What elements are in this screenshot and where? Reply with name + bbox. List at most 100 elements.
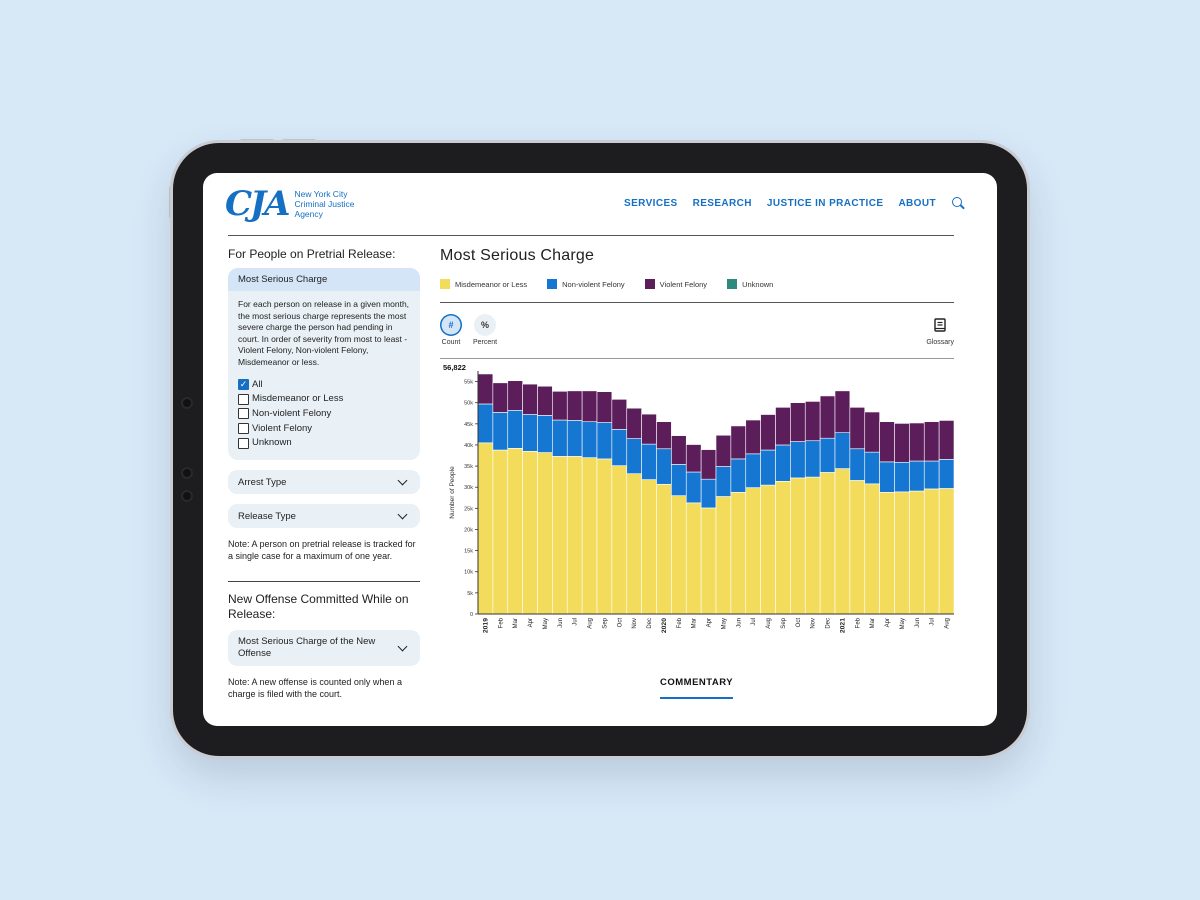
bar-segment[interactable] [938,488,955,615]
count-toggle[interactable]: # Count [440,314,462,346]
bar-segment[interactable] [671,495,687,615]
arrest-type-dropdown[interactable]: Arrest Type [228,470,420,495]
legend-item[interactable]: Unknown [727,279,773,289]
bar-segment[interactable] [923,488,940,615]
bar-segment[interactable] [671,435,687,465]
bar-segment[interactable] [923,421,940,462]
bar-segment[interactable] [909,422,925,462]
bar-segment[interactable] [685,471,702,504]
bar-segment[interactable] [760,484,776,615]
bar-segment[interactable] [819,437,836,473]
checkbox-box[interactable] [238,393,249,405]
checkbox-box[interactable] [238,408,249,420]
bar-segment[interactable] [879,491,895,615]
bar-segment[interactable] [730,458,747,493]
card-title[interactable]: Most Serious Charge [228,268,420,291]
bar-segment[interactable] [804,476,821,615]
bar-segment[interactable] [611,429,628,466]
bar-segment[interactable] [477,403,494,444]
bar-segment[interactable] [552,390,568,421]
bar-segment[interactable] [537,452,553,615]
bar-segment[interactable] [923,460,940,490]
bar-segment[interactable] [477,373,494,405]
bar-segment[interactable] [566,456,583,615]
bar-segment[interactable] [849,407,866,450]
bar-segment[interactable] [611,465,628,615]
bar-segment[interactable] [909,490,925,615]
bar-segment[interactable] [879,461,895,493]
bar-segment[interactable] [700,449,717,480]
bar-segment[interactable] [552,456,568,615]
legend-item[interactable]: Non-violent Felony [547,279,625,289]
bar-segment[interactable] [849,480,866,615]
bar-segment[interactable] [745,419,761,455]
bar-segment[interactable] [641,443,657,480]
bar-segment[interactable] [864,411,880,453]
bar-segment[interactable] [626,407,642,439]
bar-segment[interactable] [775,407,791,446]
bar-segment[interactable] [656,421,672,450]
bar-segment[interactable] [909,460,925,492]
bar-segment[interactable] [492,449,509,615]
bar-segment[interactable] [938,420,955,460]
bar-segment[interactable] [760,449,776,486]
bar-segment[interactable] [656,448,672,485]
bar-segment[interactable] [507,380,523,411]
bar-segment[interactable] [894,461,910,493]
bar-segment[interactable] [715,496,732,615]
hash-icon[interactable]: # [440,314,462,336]
bar-segment[interactable] [626,438,642,474]
bar-segment[interactable] [730,491,747,615]
checkbox-violent[interactable]: Violent Felony [238,421,410,436]
checkbox-non-violent[interactable]: Non-violent Felony [238,406,410,421]
bar-segment[interactable] [671,464,687,496]
bar-segment[interactable] [581,390,598,423]
bar-segment[interactable] [775,481,791,615]
bar-segment[interactable] [537,415,553,453]
legend-item[interactable]: Violent Felony [644,279,707,289]
bar-segment[interactable] [566,390,583,421]
bar-segment[interactable] [507,410,523,449]
bar-segment[interactable] [492,382,509,413]
bar-segment[interactable] [626,473,642,615]
bar-segment[interactable] [507,448,523,615]
bar-segment[interactable] [596,391,613,423]
bar-segment[interactable] [790,402,806,442]
nav-justice-in-practice[interactable]: JUSTICE IN PRACTICE [766,197,884,209]
bar-segment[interactable] [715,434,732,467]
bar-segment[interactable] [522,450,538,615]
bar-segment[interactable] [581,457,598,615]
bar-segment[interactable] [596,422,613,460]
percent-icon[interactable]: % [474,314,497,336]
checkbox-box[interactable] [238,422,249,434]
bar-segment[interactable] [804,401,821,442]
checkbox-misdemeanor[interactable]: Misdemeanor or Less [238,392,410,407]
bar-segment[interactable] [879,421,895,463]
legend-item[interactable]: Misdemeanor or Less [440,279,527,289]
logo[interactable]: CJA New York City Criminal Justice Agenc… [225,184,355,224]
bar-segment[interactable] [834,390,851,434]
bar-segment[interactable] [745,453,761,488]
bar-segment[interactable] [864,483,880,615]
bar-segment[interactable] [596,458,613,615]
bar-segment[interactable] [834,432,851,469]
new-offense-dropdown[interactable]: Most Serious Charge of the New Offense [228,630,420,667]
bar-segment[interactable] [894,491,910,615]
bar-segment[interactable] [685,502,702,615]
bar-segment[interactable] [566,420,583,457]
bar-segment[interactable] [552,419,568,457]
bar-segment[interactable] [790,477,806,615]
bar-segment[interactable] [641,479,657,615]
bar-segment[interactable] [477,442,494,615]
bar-segment[interactable] [641,413,657,445]
bar-segment[interactable] [745,487,761,615]
nav-services[interactable]: SERVICES [624,197,678,209]
bar-segment[interactable] [492,412,509,451]
bar-segment[interactable] [790,441,806,479]
bar-segment[interactable] [730,425,747,460]
bar-segment[interactable] [522,383,538,415]
bar-segment[interactable] [700,478,717,509]
bar-segment[interactable] [656,483,672,615]
bar-segment[interactable] [522,414,538,452]
bar-segment[interactable] [849,448,866,481]
